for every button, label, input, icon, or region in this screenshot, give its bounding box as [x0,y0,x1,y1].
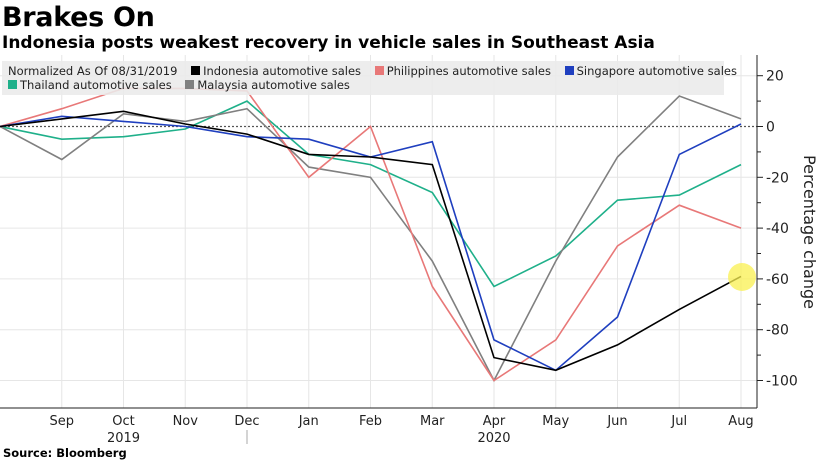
y-tick-label: -100 [766,374,798,390]
x-year-label: 2020 [477,431,510,446]
highlight-circle [728,263,756,291]
legend-swatch [185,80,195,89]
y-tick-label: 0 [766,120,775,136]
x-tick-label: Nov [173,414,199,429]
grid-lines [0,55,757,408]
y-tick-label: -40 [766,221,789,237]
legend: Normalized As Of 08/31/2019 Indonesia au… [2,61,737,95]
y-tick-label: -60 [766,272,789,288]
x-tick-label: Oct [112,414,134,429]
y-axis-label: Percentage change [800,155,819,309]
legend-item-singapore: Singapore automotive sales [564,64,737,78]
y-axis-ticks: 20 0 -20 -40 -60 -80 -100 [757,69,798,390]
series-line-indonesia [0,110,742,372]
chart-subtitle: Indonesia posts weakest recovery in vehi… [2,33,655,53]
x-tick-label: Apr [483,414,506,429]
x-tick-label: Aug [728,414,753,429]
legend-item-philippines: Philippines automotive sales [374,64,551,78]
chart-title: Brakes On [2,2,155,33]
legend-swatch [374,66,384,75]
y-tick-label: -20 [766,170,789,186]
series-line-thailand [0,100,742,288]
y-tick-label: 20 [766,69,784,85]
legend-swatch [8,80,17,89]
x-tick-label: Feb [359,414,382,429]
x-tick-label: Sep [49,414,74,429]
legend-row-1: Normalized As Of 08/31/2019 Indonesia au… [8,64,747,78]
x-tick-label: Jul [670,414,687,429]
legend-item-indonesia: Indonesia automotive sales [191,64,361,78]
x-axis-ticks: Sep Oct Nov Dec Jan Feb Mar Apr May Jun Jul Aug 2019… [49,414,753,446]
x-year-label: 2019 [107,431,140,446]
x-tick-label: Jun [606,414,627,429]
legend-item-malaysia: Malaysia automotive sales [185,78,350,92]
legend-row-2: Thailand automotive sales Malaysia autom… [8,78,360,92]
source-note: Source: Bloomberg [3,446,127,460]
x-tick-label: Dec [234,414,259,429]
x-tick-label: May [542,414,569,429]
axes [0,55,758,409]
legend-note: Normalized As Of 08/31/2019 [8,64,178,78]
legend-item-thailand: Thailand automotive sales [8,78,172,92]
x-tick-label: Mar [420,414,445,429]
y-tick-label: -80 [766,323,789,339]
legend-swatch [564,66,574,75]
series-line-malaysia [0,95,742,383]
legend-swatch [191,66,201,75]
x-tick-label: Jan [298,414,319,429]
